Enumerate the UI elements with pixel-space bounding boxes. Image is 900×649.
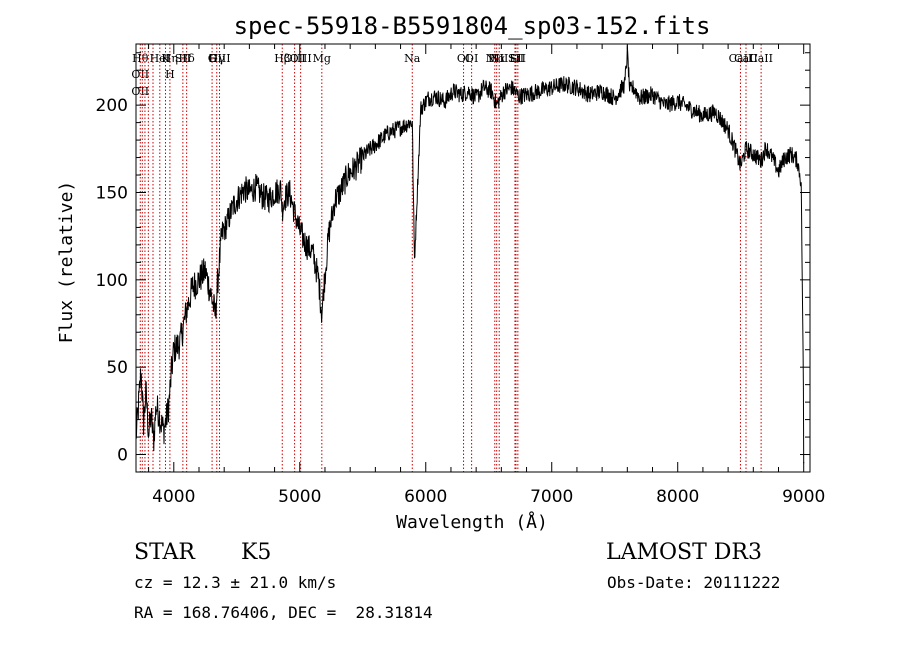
chart-title: spec-55918-B5591804_sp03-152.fits: [234, 12, 711, 40]
line-marker-label: Hθ: [132, 52, 149, 65]
line-marker-label: SII: [508, 52, 524, 65]
line-marker-label: HeI: [150, 52, 170, 65]
line-marker-label: NII: [490, 52, 508, 65]
line-marker-label: Hγ: [209, 52, 226, 65]
y-axis-label: Flux (relative): [56, 181, 77, 344]
x-axis-ticks: 4000 5000 6000 7000 8000 9000: [148, 44, 825, 507]
y-tick-label: 150: [96, 183, 128, 203]
line-marker-label: OIII: [284, 52, 306, 65]
plot-frame: [135, 43, 811, 473]
line-marker-label: Hα: [488, 52, 506, 65]
y-axis-ticks: 0 50 100 150 200: [96, 52, 810, 466]
line-marker-label: K: [161, 52, 170, 65]
line-marker-label: OI: [465, 52, 478, 65]
spectrum-line: [135, 45, 805, 464]
line-marker-label: CaII: [749, 52, 773, 65]
y-tick-label: 50: [106, 358, 128, 378]
line-marker-label: Na: [404, 52, 421, 65]
x-tick-label: 6000: [404, 487, 447, 507]
observation-date: Obs-Date: 20111222: [607, 573, 781, 592]
object-class: STAR: [134, 540, 195, 565]
line-marker-label: Mg: [313, 52, 331, 65]
spectrum-series: [135, 45, 805, 464]
line-marker-label: OIII: [208, 52, 230, 65]
line-marker-label: Li: [510, 52, 521, 65]
x-tick-label: 7000: [530, 487, 573, 507]
line-marker-label: H: [165, 68, 175, 81]
x-tick-label: 8000: [656, 487, 699, 507]
line-marker-label: SII: [510, 52, 526, 65]
line-marker-label: Hδ: [179, 52, 196, 65]
y-tick-label: 200: [96, 96, 128, 116]
sky-coordinates: RA = 168.76406, DEC = 28.31814: [134, 603, 433, 622]
line-marker-label: Hβ: [274, 52, 290, 65]
line-marker-label: OI: [457, 52, 470, 65]
object-subclass: K5: [241, 540, 272, 565]
x-tick-label: 4000: [152, 487, 195, 507]
line-marker-label: G: [208, 52, 217, 65]
x-axis-label: Wavelength (Å): [396, 511, 548, 533]
line-marker-label: OII: [131, 85, 149, 98]
y-tick-label: 0: [117, 446, 128, 466]
line-marker-label: Hη: [162, 52, 178, 65]
redshift-velocity: cz = 12.3 ± 21.0 km/s: [134, 573, 337, 592]
line-marker-label: CaII: [734, 52, 758, 65]
x-tick-label: 9000: [782, 487, 825, 507]
y-tick-label: 100: [96, 271, 128, 291]
survey-name: LAMOST DR3: [606, 540, 762, 565]
line-marker-label: OIII: [290, 52, 312, 65]
x-tick-label: 5000: [278, 487, 321, 507]
